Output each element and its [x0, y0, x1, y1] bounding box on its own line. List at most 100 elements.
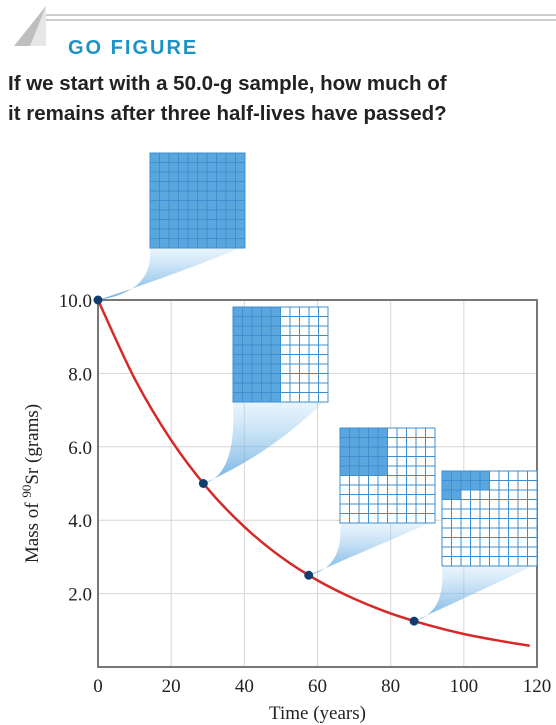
grid-cell	[425, 427, 436, 438]
grid-cell	[270, 335, 281, 346]
grid-cell	[527, 508, 538, 519]
grid-cell	[308, 344, 319, 355]
grid-cell	[289, 382, 300, 393]
grid-cell	[206, 200, 217, 211]
grid-cell	[451, 480, 462, 491]
beam	[98, 248, 241, 300]
grid-cell	[451, 518, 462, 529]
grid-cell	[377, 494, 388, 505]
grid-cell	[470, 470, 481, 481]
grid-cell	[415, 465, 426, 476]
grid-cell	[339, 446, 350, 457]
grid-cell	[232, 335, 243, 346]
grid-cell	[318, 354, 329, 365]
grid-cell	[349, 456, 360, 467]
grid-cell	[460, 546, 471, 557]
x-tick-label: 100	[450, 676, 479, 697]
grid-cell	[289, 363, 300, 374]
grid-cell	[216, 209, 227, 220]
grid-cell	[299, 363, 310, 374]
grid-cell	[498, 508, 509, 519]
grid-cell	[261, 335, 272, 346]
grid-cell	[235, 181, 246, 192]
grid-cell	[349, 484, 360, 495]
grid-cell	[308, 306, 319, 317]
grid-cell	[368, 446, 379, 457]
grid-cell	[232, 363, 243, 374]
grid-cell	[460, 480, 471, 491]
grid-cell	[451, 537, 462, 548]
grid-cell	[251, 316, 262, 327]
grid-cell	[498, 489, 509, 500]
grid-cell	[149, 209, 160, 220]
grid-cell	[280, 392, 291, 403]
grid-cell	[508, 480, 519, 491]
grid-cell	[470, 556, 481, 567]
grid-cell	[206, 152, 217, 163]
grid-cell	[415, 475, 426, 486]
x-tick-label: 40	[235, 676, 254, 697]
grid-cell	[308, 382, 319, 393]
grid-cell	[168, 200, 179, 211]
grid-cell	[232, 344, 243, 355]
grid-cell	[396, 465, 407, 476]
grid-cell	[479, 527, 490, 538]
grid-cell	[197, 190, 208, 201]
grid-cell	[280, 363, 291, 374]
grid-cell	[517, 556, 528, 567]
grid-cell	[216, 181, 227, 192]
grid-cell	[406, 513, 417, 524]
grid-cell	[168, 219, 179, 230]
grid-cell	[415, 437, 426, 448]
half-life-point	[409, 616, 419, 626]
grid-cell	[498, 527, 509, 538]
grid-cell	[377, 484, 388, 495]
grid-cell	[479, 546, 490, 557]
grid-cell	[168, 238, 179, 249]
grid-cell	[270, 363, 281, 374]
grid-cell	[425, 475, 436, 486]
grid-cell	[489, 480, 500, 491]
grid-cell	[517, 470, 528, 481]
grid-cell	[206, 171, 217, 182]
grid-cell	[451, 489, 462, 500]
beam	[308, 523, 431, 576]
grid-cell	[206, 162, 217, 173]
grid-cell	[235, 171, 246, 182]
grid-cell	[441, 546, 452, 557]
grid-cell	[508, 470, 519, 481]
grid-cell	[349, 465, 360, 476]
grid-cell	[498, 470, 509, 481]
grid-cell	[318, 392, 329, 403]
grid-cell	[451, 499, 462, 510]
grid-cell	[415, 503, 426, 514]
grid-cell	[396, 513, 407, 524]
grid-cell	[368, 484, 379, 495]
grid-cell	[280, 382, 291, 393]
grid-cell	[251, 363, 262, 374]
grid-cell	[149, 181, 160, 192]
grid-cell	[187, 190, 198, 201]
grid-cell	[387, 456, 398, 467]
grid-cell	[270, 373, 281, 384]
grid-cell	[489, 508, 500, 519]
grid-cell	[235, 152, 246, 163]
grid-cell	[159, 238, 170, 249]
grid-cell	[308, 363, 319, 374]
grid-cell	[377, 513, 388, 524]
grid-cell	[225, 162, 236, 173]
grid-cell	[216, 238, 227, 249]
icon	[14, 6, 46, 46]
grid-cell	[261, 354, 272, 365]
grid-cell	[318, 335, 329, 346]
beam	[203, 402, 324, 484]
grid-cell	[406, 484, 417, 495]
grid-cell	[358, 494, 369, 505]
grid-cell	[187, 228, 198, 239]
grid-cell	[470, 499, 481, 510]
grid-cell	[318, 382, 329, 393]
grid-cell	[377, 427, 388, 438]
grid-cell	[470, 518, 481, 529]
grid-cell	[387, 484, 398, 495]
grid-cell	[178, 171, 189, 182]
